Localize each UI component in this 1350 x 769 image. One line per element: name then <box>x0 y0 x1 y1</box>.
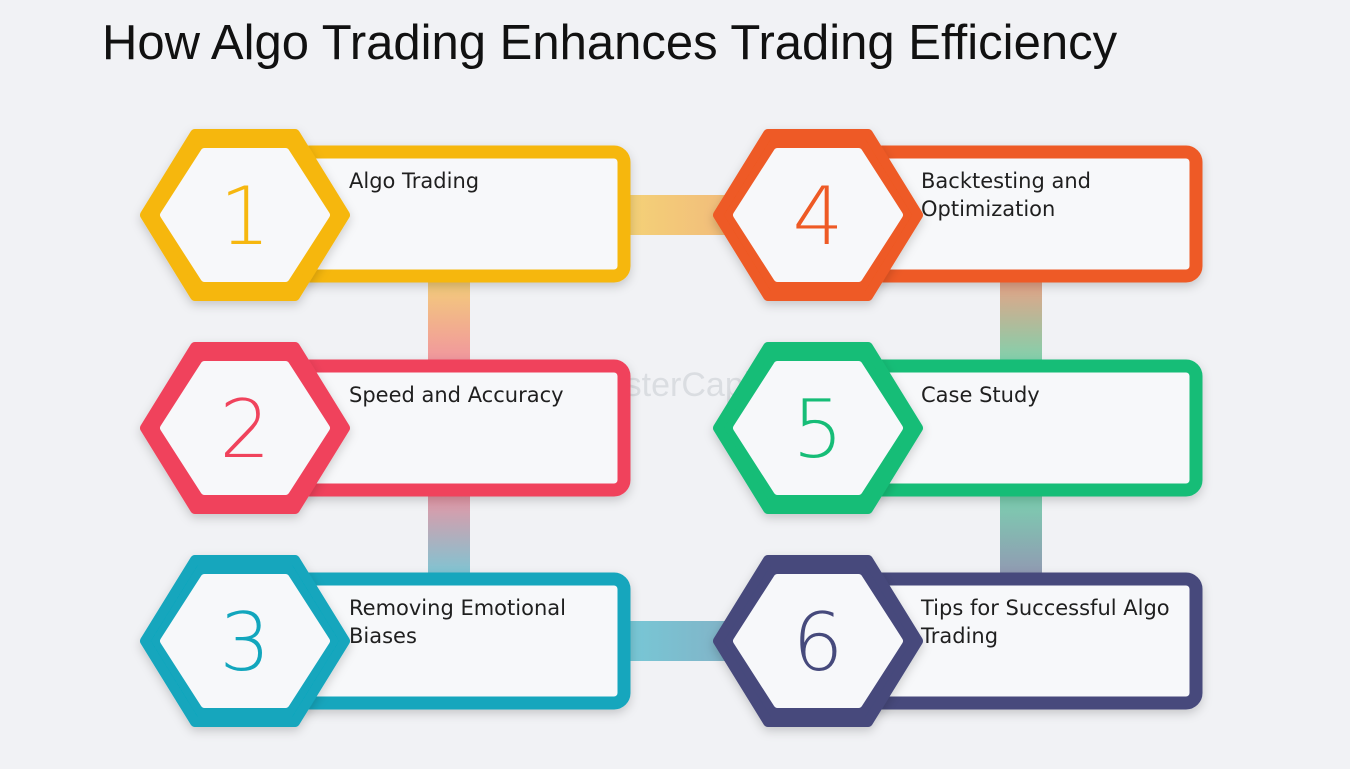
step-label: Tips for Successful Algo <box>920 596 1170 620</box>
connector-bar <box>428 275 470 367</box>
step-number: 3 <box>220 596 271 689</box>
step-label: Trading <box>920 624 998 648</box>
step-label: Optimization <box>921 197 1055 221</box>
hexagon-inner <box>733 574 903 708</box>
step-label: Speed and Accuracy <box>349 383 564 407</box>
step-2: 2 Speed and Accuracy <box>140 342 631 514</box>
step-label: Backtesting and <box>921 169 1091 193</box>
step-number: 6 <box>793 596 844 689</box>
hexagon-inner <box>733 148 903 282</box>
connector-bar <box>428 488 470 580</box>
step-5: 5 Case Study <box>713 342 1203 514</box>
hexagon-inner <box>733 361 903 495</box>
step-label: Case Study <box>921 383 1040 407</box>
step-4: 4 Backtesting and Optimization <box>713 129 1203 301</box>
step-3: 3 Removing Emotional Biases <box>140 555 631 727</box>
connector-bar <box>1000 488 1042 580</box>
step-number: 1 <box>220 170 271 263</box>
page-title: How Algo Trading Enhances Trading Effici… <box>102 16 1118 70</box>
step-1: 1 Algo Trading <box>140 129 631 301</box>
steps: 1 Algo Trading 2 Speed and Accuracy 3 Removin… <box>140 129 1203 727</box>
step-label: Biases <box>349 624 417 648</box>
hexagon-inner <box>160 361 330 495</box>
step-6: 6 Tips for Successful Algo Trading <box>713 555 1203 727</box>
step-number: 2 <box>220 383 271 476</box>
step-number: 4 <box>793 170 844 263</box>
step-label: Removing Emotional <box>349 596 566 620</box>
hexagon-inner <box>160 574 330 708</box>
connector-bar <box>1000 275 1042 367</box>
step-number: 5 <box>793 383 844 476</box>
hexagon-inner <box>160 148 330 282</box>
step-label: Algo Trading <box>349 169 479 193</box>
